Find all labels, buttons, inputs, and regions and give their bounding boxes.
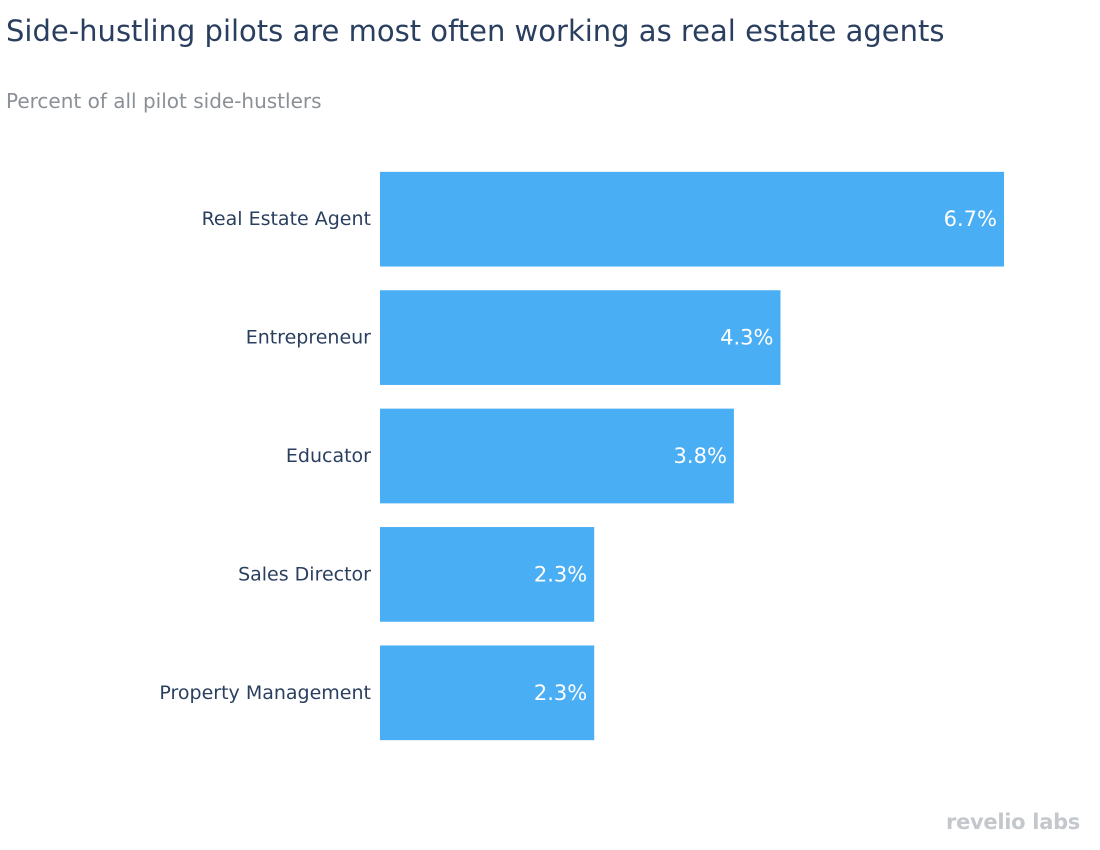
- category-label: Property Management: [159, 682, 371, 704]
- category-label: Sales Director: [238, 563, 371, 585]
- bar-educator: [380, 408, 734, 504]
- bar-value-label: 2.3%: [534, 681, 587, 705]
- bar-value-label: 6.7%: [944, 207, 997, 231]
- bar-entrepreneur: [380, 290, 781, 385]
- bar-sales-director: [380, 527, 595, 622]
- bar-value-label: 3.8%: [674, 444, 727, 468]
- revelio-labs-logo: revelio labs: [946, 810, 1080, 834]
- category-label: Educator: [286, 445, 371, 467]
- chart-title: Side-hustling pilots are most often work…: [6, 14, 945, 48]
- bar-property-management: [380, 645, 595, 741]
- category-label: Real Estate Agent: [202, 208, 371, 230]
- bar-value-label: 2.3%: [534, 562, 587, 586]
- bar-real-estate-agent: [380, 171, 1004, 267]
- bar-value-label: 4.3%: [720, 326, 773, 350]
- chart-subtitle: Percent of all pilot side-hustlers: [6, 89, 322, 113]
- category-label: Entrepreneur: [246, 327, 371, 349]
